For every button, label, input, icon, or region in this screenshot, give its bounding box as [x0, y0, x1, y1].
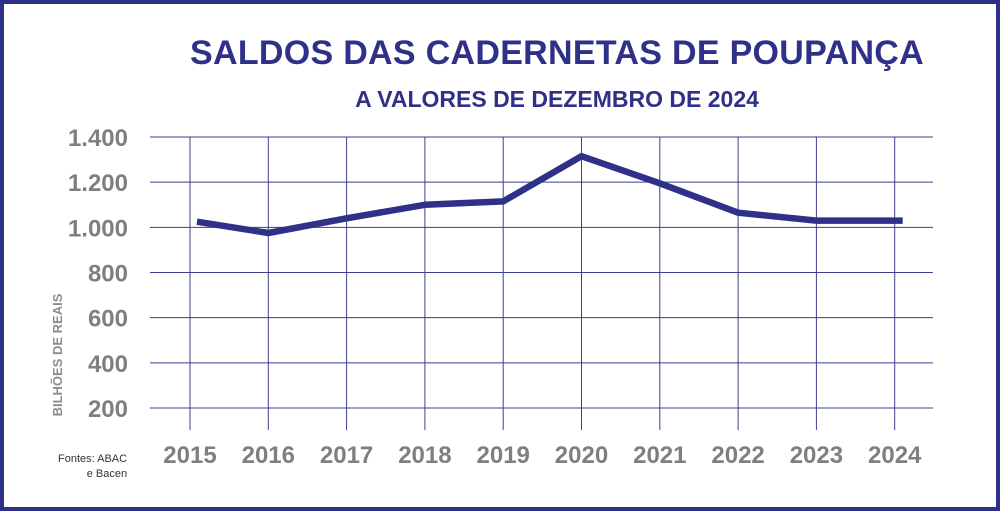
x-tick-label: 2024: [868, 442, 922, 469]
y-tick-label: 400: [88, 351, 128, 378]
x-tick-label: 2016: [242, 442, 295, 469]
grid-lines: [150, 136, 933, 430]
series-lines: [196, 152, 903, 237]
x-tick-label: 2020: [555, 442, 608, 469]
y-tick-label: 800: [88, 261, 128, 288]
y-tick-label: 1.200: [68, 170, 128, 197]
x-tick-labels: 2015 2016 2017 2018 2019 2020 2021 2022 2023 2024: [163, 442, 922, 469]
series-line-0: [196, 152, 903, 237]
source-line-2: e Bacen: [86, 468, 128, 480]
x-tick-label: 2018: [398, 442, 451, 469]
y-tick-label: 600: [88, 306, 128, 333]
y-tick-label: 200: [88, 396, 128, 423]
y-tick-labels: 200 400 600 800 1.000 1.200 1.400: [68, 125, 128, 423]
y-tick-label: 1.400: [68, 125, 128, 152]
y-tick-label: 1.000: [68, 215, 128, 242]
x-tick-label: 2021: [633, 442, 686, 469]
source-note: Fontes: ABAC e Bacen: [58, 452, 127, 482]
chart-title: SALDOS DAS CADERNETAS DE POUPANÇA: [189, 34, 925, 72]
x-tick-label: 2019: [477, 442, 530, 469]
x-tick-label: 2015: [163, 442, 216, 469]
x-tick-label: 2023: [790, 442, 843, 469]
x-tick-label: 2017: [320, 442, 373, 469]
x-tick-label: 2022: [711, 442, 764, 469]
chart-subtitle: A VALORES DE DEZEMBRO DE 2024: [355, 86, 759, 112]
source-line-1: Fontes: ABAC: [58, 453, 128, 465]
